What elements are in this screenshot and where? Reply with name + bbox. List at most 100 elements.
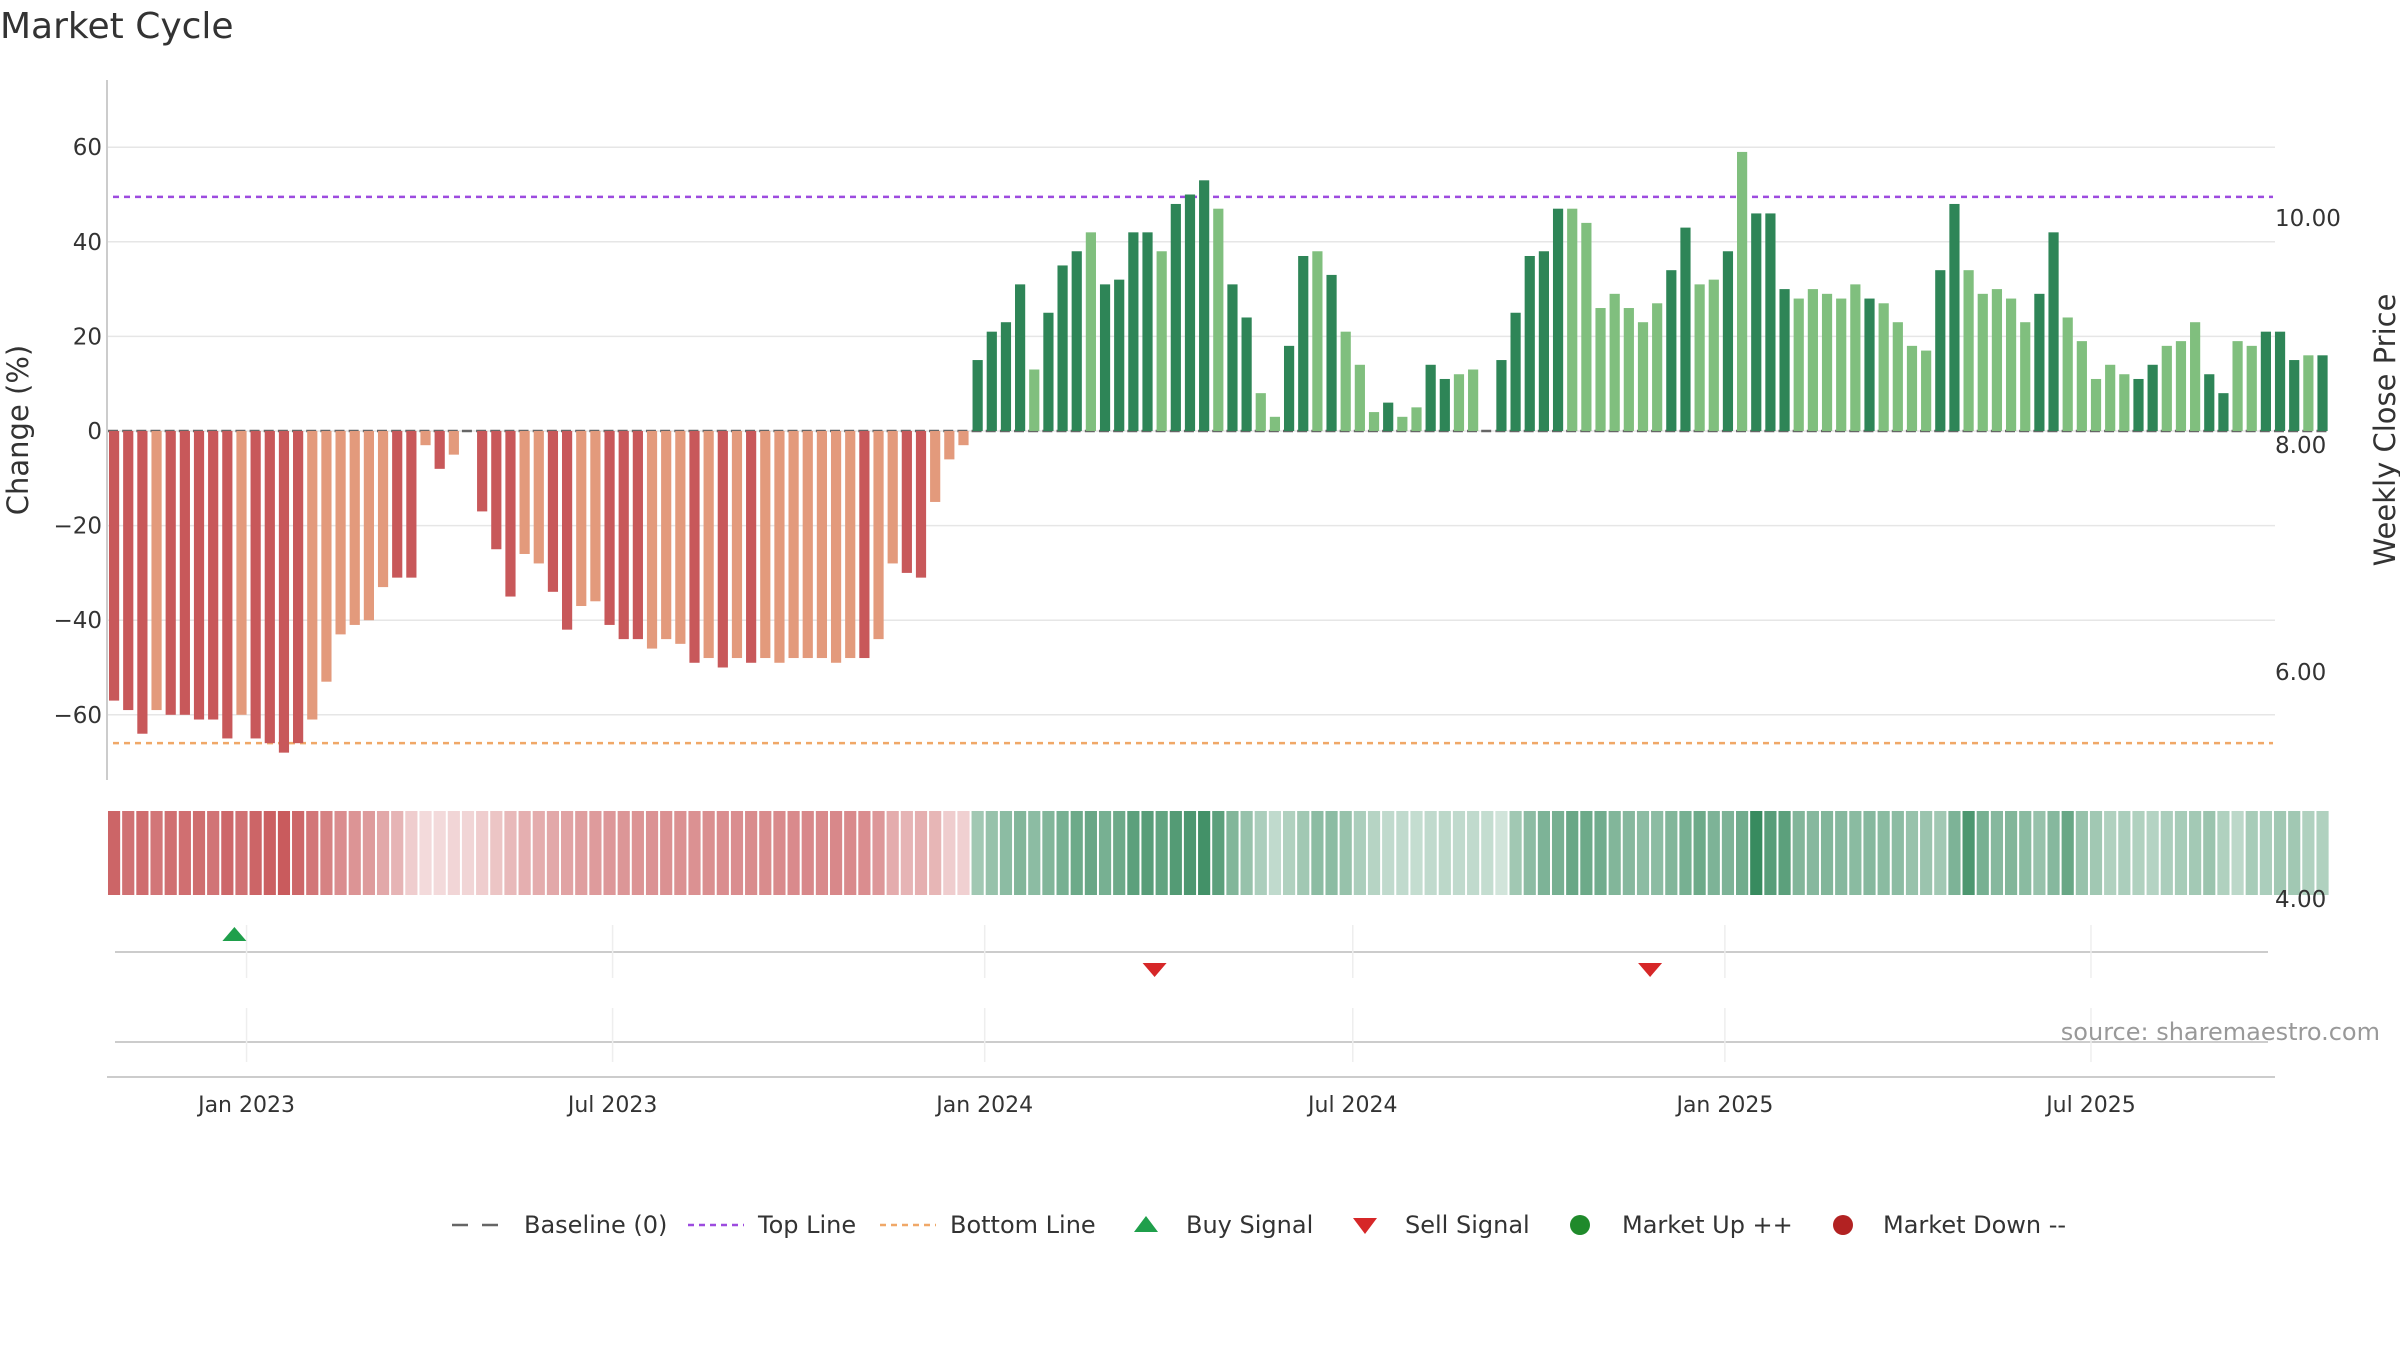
strip-cell [249,811,262,895]
change-bar [1821,293,1833,431]
strip-cell [985,811,998,895]
strip-cell [957,811,970,895]
strip-cell [1891,811,1904,895]
x-tick-label: Jul 2023 [566,1093,658,1118]
change-bar [845,431,856,659]
strip-cell [773,811,786,895]
change-bar [1949,203,1960,431]
change-bar [816,431,828,659]
change-bar [2175,341,2187,431]
strip-cell [858,811,871,895]
strip-cell [277,811,291,895]
change-bar [392,431,403,578]
strip-cell [1608,811,1621,895]
change-bar [1142,232,1153,431]
change-bar [2218,393,2229,431]
change-bar [1439,378,1450,431]
change-bar [2133,378,2144,431]
strip-cell [2259,811,2272,895]
strip-cell [1764,811,1777,895]
strip-cell [1835,811,1848,895]
strip-cell [1622,811,1635,895]
strip-cell [561,811,574,895]
change-bar [2048,232,2059,431]
change-bar [1496,360,1507,431]
change-bar [646,431,658,649]
strip-cell [207,811,220,895]
change-bar [293,431,304,744]
change-bar [1722,251,1734,431]
strip-cell [1679,811,1692,895]
strip-cell [1028,811,1041,895]
strip-cell [1325,811,1338,895]
change-bars [108,151,2328,753]
change-bar [1340,331,1351,431]
strip-cell [1509,811,1522,895]
change-bar [151,431,162,711]
strip-cell [1849,811,1862,895]
y-tick-label: 20 [73,324,102,350]
change-bar [1567,208,1578,431]
change-bar [1623,308,1634,431]
strip-cell [1551,811,1565,895]
strip-cell [1877,811,1890,895]
change-bar [434,431,445,469]
change-bar [1298,255,1309,431]
change-bar [2260,331,2271,431]
strip-cell [1382,811,1395,895]
change-bar [2274,331,2286,431]
change-bar [2076,341,2087,431]
strip-cell [759,811,772,895]
strip-cell [164,811,177,895]
strip-cell [914,811,928,895]
change-bar [703,431,714,659]
change-bar [675,431,686,644]
strip-cell [1707,811,1720,895]
change-bar [1269,416,1281,431]
strip-cell [645,811,659,895]
strip-cell [1396,811,1409,895]
strip-cell [660,811,673,895]
change-bar [2303,355,2314,431]
change-bar [731,431,743,659]
strip-cell [1014,811,1027,895]
x-tick-label: Jan 2023 [196,1093,295,1118]
change-bar [972,360,983,431]
change-bar [1029,369,1040,431]
change-bar [887,431,898,564]
y-axis-label: Change (%) [1,345,35,515]
strip-cell [1311,811,1324,895]
strip-cell [2288,811,2301,895]
change-bar [2090,378,2102,431]
legend-buy-icon [1134,1216,1158,1232]
strip-cell [320,811,333,895]
change-bar [1538,251,1550,431]
strip-cell [2245,811,2258,895]
strip-cell [1098,811,1112,895]
strip-cell [1282,811,1296,895]
strip-cell [589,811,602,895]
legend-top-line-label: Top Line [757,1211,856,1239]
change-bar [1468,369,1479,431]
change-bar [830,431,842,663]
strip-cell [603,811,616,895]
y2-tick-label: 4.00 [2275,887,2326,913]
strip-cell [1820,811,1834,895]
change-bar [1241,317,1252,431]
strip-cell [1070,811,1083,895]
strip-cell [1056,811,1069,895]
strip-cell [1198,811,1211,895]
strip-cell [419,811,432,895]
change-bar [1156,251,1167,431]
strip-cell [1367,811,1381,895]
change-bar [1213,208,1224,431]
strip-cell [1962,811,1975,895]
strip-cell [476,811,489,895]
change-bar [2204,374,2215,431]
strip-cell [575,811,588,895]
change-bar [321,431,332,682]
change-bar [1170,203,1181,431]
change-bar [2062,317,2073,431]
change-bar [1652,303,1663,431]
change-bar [2161,345,2172,431]
